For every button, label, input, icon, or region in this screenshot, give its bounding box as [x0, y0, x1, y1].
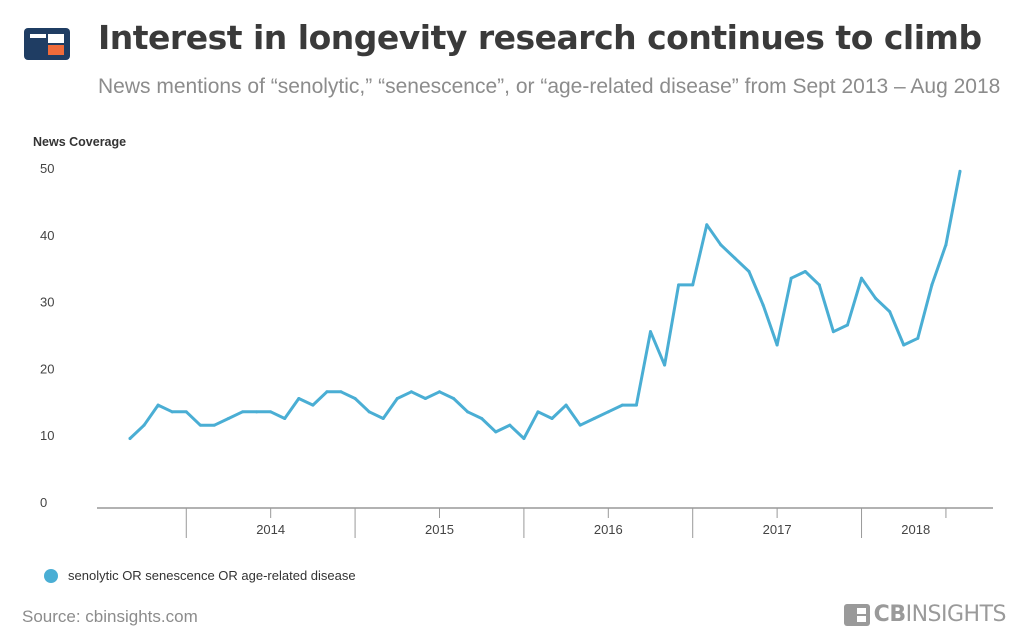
- data-point: [564, 403, 568, 407]
- data-point: [452, 396, 456, 400]
- data-point: [536, 410, 540, 414]
- data-point: [184, 410, 188, 414]
- data-point: [705, 223, 709, 227]
- logo-bar: [30, 34, 46, 38]
- data-point: [958, 169, 962, 173]
- cbinsights-brand-icon: [843, 603, 870, 626]
- y-axis-label: News Coverage: [33, 135, 126, 149]
- data-point: [663, 363, 667, 367]
- data-point: [522, 437, 526, 441]
- data-point: [930, 283, 934, 287]
- chart-title: Interest in longevity research continues…: [98, 18, 982, 57]
- data-point: [803, 270, 807, 274]
- data-point: [269, 410, 273, 414]
- x-tick-label: 2018: [901, 522, 930, 537]
- x-tick-label: 2014: [256, 522, 285, 537]
- data-point: [592, 417, 596, 420]
- series-points: [128, 169, 962, 441]
- data-point: [409, 390, 413, 394]
- data-point: [311, 403, 315, 407]
- data-point: [916, 336, 920, 340]
- data-point: [719, 243, 723, 247]
- data-point: [437, 390, 441, 394]
- data-point: [198, 423, 202, 427]
- data-point: [423, 396, 427, 400]
- data-point: [241, 410, 245, 414]
- data-point: [874, 296, 878, 300]
- legend: senolytic OR senescence OR age-related d…: [44, 568, 356, 583]
- data-point: [128, 437, 132, 441]
- data-point: [283, 417, 287, 420]
- data-point: [339, 390, 343, 394]
- y-tick-label: 0: [40, 495, 47, 510]
- data-point: [212, 423, 216, 427]
- data-point: [789, 276, 793, 280]
- logo-background: [24, 28, 70, 60]
- data-point: [634, 403, 638, 407]
- data-point: [367, 410, 371, 414]
- y-tick-label: 40: [40, 228, 54, 243]
- data-point: [817, 283, 821, 287]
- y-tick-label: 20: [40, 361, 54, 376]
- data-point: [395, 396, 399, 400]
- series-line: [128, 169, 962, 440]
- data-point: [761, 303, 765, 307]
- legend-label: senolytic OR senescence OR age-related d…: [68, 568, 356, 583]
- data-point: [297, 396, 301, 400]
- data-point: [142, 423, 146, 427]
- source-note: Source: cbinsights.com: [22, 607, 198, 626]
- chart-subtitle: News mentions of “senolytic,” “senescenc…: [98, 75, 1001, 98]
- cbinsights-brand: CBINSIGHTS: [843, 602, 1007, 627]
- brand-prefix: CB: [873, 602, 906, 627]
- data-point: [747, 270, 751, 274]
- brand-suffix: INSIGHTS: [905, 602, 1007, 627]
- data-point: [775, 343, 779, 347]
- data-point: [550, 417, 554, 420]
- data-point: [691, 283, 695, 287]
- cbinsights-logo-icon: [24, 28, 70, 60]
- data-point: [944, 243, 948, 247]
- y-axis-ticks: 0 10 20 30 40 50: [40, 161, 54, 510]
- data-point: [255, 410, 259, 414]
- data-point: [578, 423, 582, 427]
- data-point: [170, 410, 174, 414]
- data-point: [480, 417, 484, 420]
- x-tick-label: 2017: [763, 522, 792, 537]
- data-point: [325, 390, 329, 394]
- y-tick-label: 10: [40, 428, 54, 443]
- data-point: [494, 430, 498, 434]
- brand-wordmark: CBINSIGHTS: [873, 602, 1007, 627]
- data-point: [508, 423, 512, 427]
- data-point: [733, 256, 737, 260]
- data-point: [860, 276, 864, 280]
- data-point: [831, 330, 835, 334]
- data-point: [156, 403, 160, 407]
- logo-block-bottom: [48, 45, 64, 55]
- y-tick-label: 50: [40, 161, 54, 176]
- data-point: [620, 403, 624, 407]
- data-point: [888, 310, 892, 314]
- y-tick-label: 30: [40, 295, 54, 310]
- legend-swatch: [44, 568, 58, 583]
- data-point: [845, 323, 849, 327]
- data-point: [226, 417, 230, 420]
- data-point: [381, 417, 385, 420]
- x-axis: 2014 2015 2016 2017 2018: [97, 507, 993, 538]
- x-tick-label: 2015: [425, 522, 454, 537]
- data-point: [606, 410, 610, 414]
- logo-block-top: [48, 34, 64, 43]
- data-point: [353, 396, 357, 400]
- data-point: [902, 343, 906, 347]
- x-tick-label: 2016: [594, 522, 623, 537]
- data-point: [649, 330, 653, 334]
- data-point: [677, 283, 681, 287]
- data-point: [466, 410, 470, 414]
